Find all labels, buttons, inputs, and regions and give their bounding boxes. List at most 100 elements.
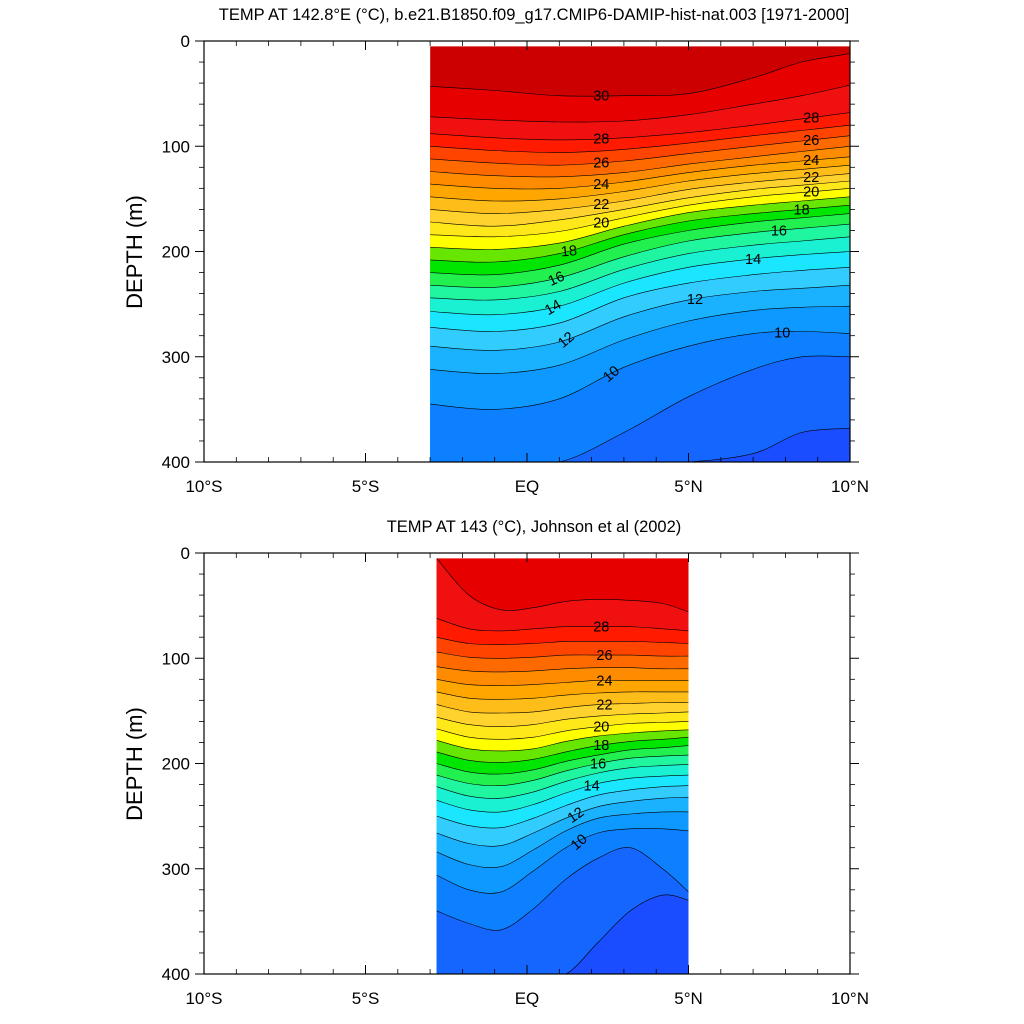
isotherm-17	[430, 213, 850, 276]
isotherm-24	[436, 679, 689, 686]
x-tick-label: 5°N	[674, 477, 703, 496]
contour-label: 14	[745, 252, 761, 268]
bottom-axis-ticks: 10°S 5°S EQ 5°N 10°N 0 100 200 300 400	[162, 544, 869, 1008]
isotherm-22	[430, 173, 850, 214]
x-tick-label: 5°N	[674, 989, 703, 1008]
y-tick-label: 200	[162, 755, 190, 774]
contour-label: 18	[593, 738, 609, 754]
y-tick-label: 100	[162, 649, 190, 668]
contour-label: 22	[596, 697, 612, 713]
top-axis-ticks: 10°S 5°S EQ 5°N 10°N 0 100 200 300 400	[162, 32, 869, 496]
isotherm-26	[436, 651, 689, 659]
contour-label: 28	[803, 111, 819, 127]
y-tick-label: 0	[181, 544, 190, 563]
x-tick-label: 10°N	[831, 989, 869, 1008]
isotherm-23	[430, 164, 850, 202]
isotherm-17	[436, 745, 689, 775]
y-tick-label: 400	[162, 965, 190, 984]
isotherm-15	[436, 764, 689, 799]
contour-label: 18	[560, 243, 577, 260]
bottom-panel: TEMP AT 143 (°C), Johnson et al (2002) 2…	[122, 518, 869, 1008]
isotherm-30	[430, 53, 850, 97]
x-tick-label: EQ	[515, 989, 540, 1008]
contour-label: 28	[593, 620, 609, 636]
isotherm-25	[436, 666, 689, 673]
contour-label: 28	[593, 132, 609, 148]
isotherm-11	[436, 811, 689, 868]
x-tick-label: 10°S	[185, 989, 222, 1008]
contour-label: 26	[593, 156, 609, 172]
isotherm-12	[430, 284, 850, 351]
x-tick-label: 5°S	[352, 989, 380, 1008]
contour-label: 16	[771, 223, 787, 239]
isotherm-10	[436, 828, 689, 894]
contour-label: 10	[774, 325, 790, 341]
contour-label: 18	[794, 202, 810, 218]
temperature-band-8	[436, 894, 689, 974]
contour-label: 20	[593, 216, 609, 232]
contour-label: 30	[593, 89, 609, 105]
isotherm-18	[430, 204, 850, 263]
isotherm-26	[430, 135, 850, 166]
top-temperature-field	[430, 46, 850, 462]
isotherm-14	[430, 251, 850, 316]
isotherm-29	[436, 558, 689, 613]
contour-label: 12	[565, 804, 587, 826]
top-y-axis-label: DEPTH (m)	[122, 195, 147, 309]
bottom-y-axis-label: DEPTH (m)	[122, 707, 147, 821]
top-contour-labels: 3028262422201816141210282624222018161412…	[542, 89, 819, 386]
x-tick-label: 5°S	[352, 477, 380, 496]
isotherm-9	[436, 847, 689, 931]
isotherm-8	[430, 428, 850, 462]
x-tick-label: 10°N	[831, 477, 869, 496]
isotherm-22	[436, 702, 689, 714]
isotherm-10	[430, 331, 850, 410]
contour-label: 26	[596, 648, 612, 664]
isotherm-8	[436, 894, 689, 974]
isotherm-16	[430, 223, 850, 288]
bottom-panel-title: TEMP AT 143 (°C), Johnson et al (2002)	[387, 518, 682, 536]
isotherm-20	[436, 721, 689, 740]
isotherm-27	[436, 636, 689, 645]
isotherm-28	[436, 618, 689, 632]
contour-label: 16	[590, 757, 606, 773]
contour-label: 20	[803, 185, 819, 201]
isotherm-20	[430, 188, 850, 238]
bottom-contour-labels: 28 26 24 22 20 18 16 14 12 10	[565, 620, 613, 854]
y-tick-label: 0	[181, 32, 190, 51]
isotherm-23	[436, 691, 689, 700]
isotherm-19	[430, 196, 850, 250]
isotherm-11	[430, 305, 850, 374]
isotherm-29	[430, 84, 850, 123]
top-panel-title: TEMP AT 142.8°E (°C), b.e21.B1850.f09_g1…	[219, 6, 849, 24]
temperature-band-8	[688, 428, 850, 462]
contour-label: 26	[803, 133, 819, 149]
y-tick-label: 200	[162, 243, 190, 262]
contour-label: 24	[596, 673, 612, 689]
top-isotherm-lines	[430, 53, 850, 462]
top-panel: TEMP AT 142.8°E (°C), b.e21.B1850.f09_g1…	[122, 6, 869, 496]
isotherm-13	[430, 267, 850, 332]
isotherm-28	[430, 112, 850, 141]
isotherm-13	[436, 785, 689, 829]
contour-label: 12	[555, 329, 578, 352]
isotherm-19	[436, 729, 689, 752]
isotherm-15	[430, 236, 850, 301]
isotherm-14	[436, 774, 689, 813]
bottom-isotherm-lines	[436, 558, 689, 974]
isotherm-9	[430, 355, 850, 462]
contour-label: 12	[687, 292, 703, 308]
isotherm-12	[436, 796, 689, 847]
y-tick-label: 400	[162, 453, 190, 472]
isotherm-21	[436, 711, 689, 728]
isotherm-21	[430, 180, 850, 227]
contour-label: 14	[584, 778, 600, 794]
y-tick-label: 300	[162, 860, 190, 879]
contour-label: 24	[593, 177, 609, 193]
contour-label: 10	[568, 831, 591, 854]
x-tick-label: 10°S	[185, 477, 222, 496]
isotherm-16	[436, 754, 689, 787]
isotherm-18	[436, 736, 689, 763]
contour-label: 10	[600, 363, 623, 386]
